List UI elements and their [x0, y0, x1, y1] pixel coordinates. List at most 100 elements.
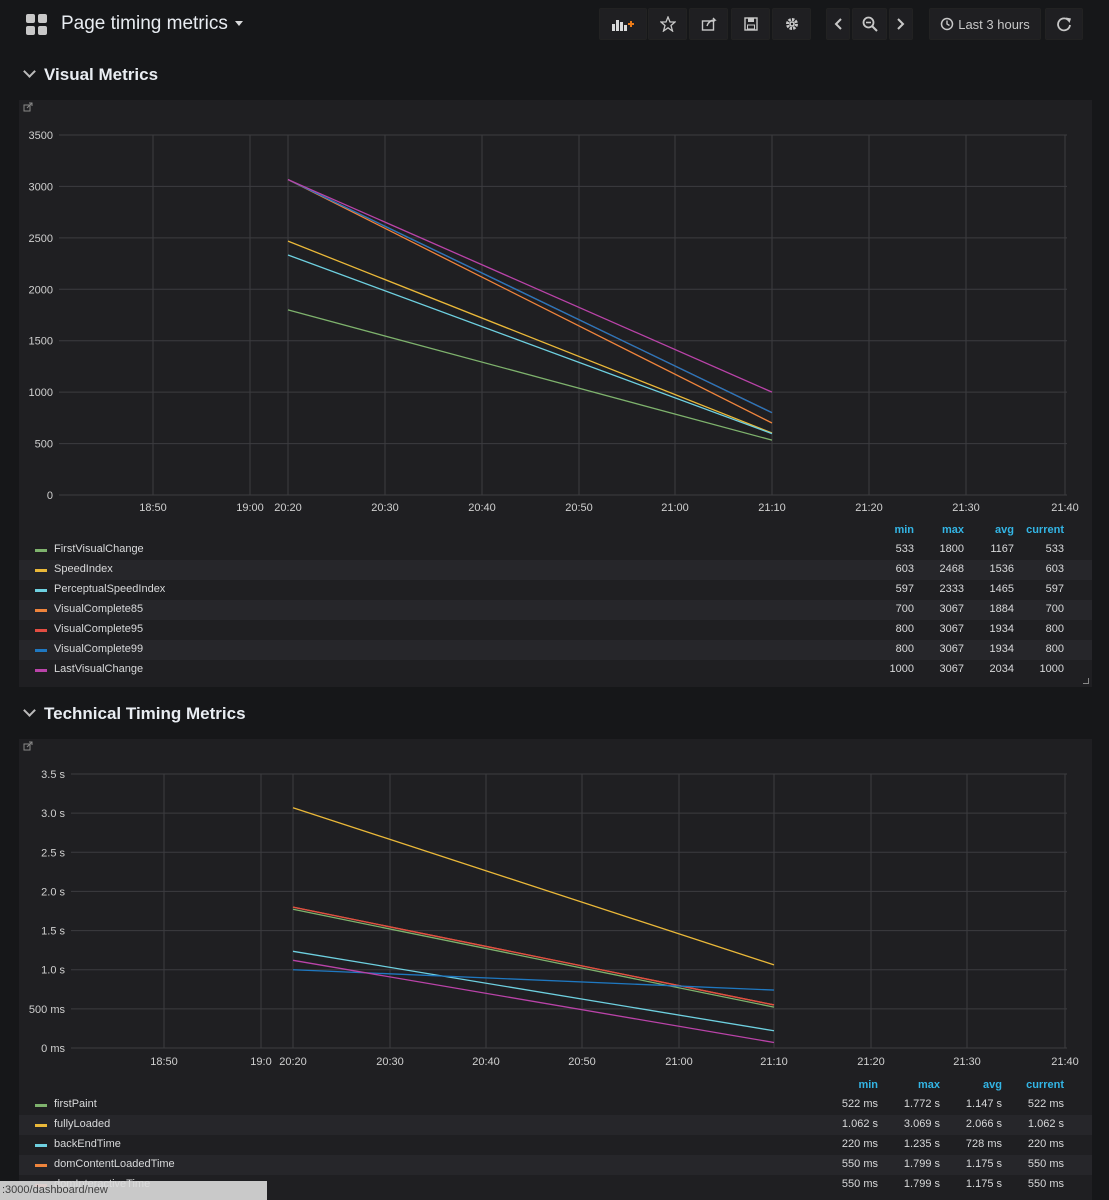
series-line-domInteractiveTime	[292, 906, 775, 1006]
legend-row[interactable]: PerceptualSpeedIndex 597 2333 1465 597	[19, 580, 1092, 600]
clock-icon	[940, 17, 954, 31]
legend-series-name[interactable]: domContentLoadedTime	[54, 1158, 175, 1170]
caret-down-icon	[234, 21, 243, 27]
legend-value-min: 603	[895, 563, 914, 575]
add-panel-button[interactable]	[599, 8, 647, 40]
legend-color-swatch[interactable]	[35, 549, 47, 552]
legend-value-avg: 1.175 s	[965, 1158, 1002, 1170]
legend-row[interactable]: FirstVisualChange 533 1800 1167 533	[19, 540, 1092, 560]
legend-color-swatch[interactable]	[35, 1144, 47, 1147]
dashboard-grid-icon[interactable]	[26, 14, 48, 36]
y-tick-label: 500 ms	[29, 1004, 66, 1016]
technical-timing-panel: 0 ms 500 ms 1.0 s 1.5 s 2.0 s 2.5 s 3.0 s 3.5 s…	[19, 739, 1092, 1200]
legend-color-swatch[interactable]	[35, 1164, 47, 1167]
legend-series-name[interactable]: backEndTime	[54, 1138, 121, 1150]
legend-series-name[interactable]: FirstVisualChange	[54, 543, 144, 555]
y-tick-label: 2500	[29, 233, 53, 245]
settings-button[interactable]	[772, 8, 811, 40]
legend-row[interactable]: SpeedIndex 603 2468 1536 603	[19, 560, 1092, 580]
legend-value-avg: 1.147 s	[965, 1098, 1002, 1110]
x-tick-label: 18:50	[139, 502, 167, 514]
legend-value-min: 700	[895, 603, 914, 615]
row-title-technical-timing-metrics[interactable]: Technical Timing Metrics	[23, 704, 246, 724]
legend-header-max[interactable]: max	[917, 1079, 940, 1091]
time-back-button[interactable]	[826, 8, 850, 40]
visual-metrics-chart[interactable]: 0 500 1000 1500 2000 2500 3000 3500 18:50 19:00 20…	[19, 100, 1092, 520]
legend-header-min[interactable]: min	[894, 524, 914, 536]
refresh-button[interactable]	[1045, 8, 1083, 40]
legend-color-swatch[interactable]	[35, 629, 47, 632]
legend-color-swatch[interactable]	[35, 649, 47, 652]
y-tick-label: 3.0 s	[41, 808, 65, 820]
x-tick-label: 20:30	[371, 502, 399, 514]
series-line-VisualComplete85	[287, 178, 773, 424]
legend-color-swatch[interactable]	[35, 569, 47, 572]
external-link-icon[interactable]	[23, 741, 33, 751]
row-title-visual-metrics[interactable]: Visual Metrics	[23, 65, 158, 85]
legend-row[interactable]: fullyLoaded 1.062 s 3.069 s 2.066 s 1.062 s	[19, 1115, 1092, 1135]
external-link-icon[interactable]	[23, 102, 33, 112]
legend-value-current: 1000	[1039, 663, 1064, 675]
legend-value-max: 3067	[939, 643, 964, 655]
dashboard-title[interactable]: Page timing metrics	[61, 13, 243, 35]
star-button[interactable]	[648, 8, 687, 40]
legend-header-max[interactable]: max	[941, 524, 964, 536]
legend-row[interactable]: backEndTime 220 ms 1.235 s 728 ms 220 ms	[19, 1135, 1092, 1155]
legend-color-swatch[interactable]	[35, 609, 47, 612]
legend-row[interactable]: firstPaint 522 ms 1.772 s 1.147 s 522 ms	[19, 1095, 1092, 1115]
legend-series-name[interactable]: fullyLoaded	[54, 1118, 111, 1130]
legend-value-min: 597	[895, 583, 914, 595]
legend-value-current: 522 ms	[1027, 1098, 1064, 1110]
legend-row[interactable]: domContentLoadedTime 550 ms 1.799 s 1.175 s…	[19, 1155, 1092, 1175]
legend-header-current[interactable]: current	[1026, 524, 1064, 536]
legend-series-name[interactable]: LastVisualChange	[54, 663, 144, 675]
technical-timing-chart[interactable]: 0 ms 500 ms 1.0 s 1.5 s 2.0 s 2.5 s 3.0 s 3.5 s…	[19, 739, 1092, 1079]
legend-value-current: 1.062 s	[1027, 1118, 1064, 1130]
time-range-label: Last 3 hours	[958, 16, 1030, 32]
settings-icon	[785, 18, 798, 30]
save-button[interactable]	[731, 8, 770, 40]
series-line-PerceptualSpeedIndex	[287, 254, 773, 435]
legend-header-min[interactable]: min	[858, 1079, 878, 1091]
resize-handle[interactable]	[1083, 678, 1089, 684]
series-line-series-5	[292, 969, 775, 991]
legend-value-max: 3067	[939, 663, 964, 675]
series-line-series-6	[292, 959, 775, 1044]
y-tick-label: 0	[47, 490, 53, 502]
x-tick-label: 20:50	[565, 502, 593, 514]
x-tick-label: 20:20	[274, 502, 302, 514]
legend-value-current: 603	[1045, 563, 1064, 575]
x-tick-label: 18:50	[150, 1056, 178, 1068]
y-tick-label: 1.5 s	[41, 926, 65, 938]
legend-value-min: 800	[895, 623, 914, 635]
x-tick-label: 20:40	[468, 502, 496, 514]
legend-header-avg[interactable]: avg	[983, 1079, 1002, 1091]
y-tick-label: 2000	[29, 284, 53, 296]
legend-series-name[interactable]: VisualComplete99	[54, 643, 144, 655]
legend-header-avg[interactable]: avg	[995, 524, 1014, 536]
legend-series-name[interactable]: SpeedIndex	[54, 563, 113, 575]
legend-series-name[interactable]: VisualComplete95	[54, 623, 144, 635]
legend-row[interactable]: VisualComplete95 800 3067 1934 800	[19, 620, 1092, 640]
legend-series-name[interactable]: VisualComplete85	[54, 603, 144, 615]
legend-row[interactable]: LastVisualChange 1000 3067 2034 1000	[19, 660, 1092, 680]
series-line-SpeedIndex	[287, 240, 773, 434]
legend-color-swatch[interactable]	[35, 589, 47, 592]
legend-series-name[interactable]: PerceptualSpeedIndex	[54, 583, 166, 595]
legend-series-name[interactable]: firstPaint	[54, 1098, 97, 1110]
legend-header-current[interactable]: current	[1026, 1079, 1064, 1091]
time-forward-button[interactable]	[889, 8, 913, 40]
legend-row[interactable]: VisualComplete99 800 3067 1934 800	[19, 640, 1092, 660]
legend-color-swatch[interactable]	[35, 1104, 47, 1107]
x-tick-label: 21:00	[665, 1056, 693, 1068]
legend-row[interactable]: VisualComplete85 700 3067 1884 700	[19, 600, 1092, 620]
time-range-picker[interactable]: Last 3 hours	[929, 8, 1041, 40]
visual-metrics-panel: 0 500 1000 1500 2000 2500 3000 3500 18:50 19:00 20…	[19, 100, 1092, 687]
legend-color-swatch[interactable]	[35, 669, 47, 672]
y-tick-label: 2.5 s	[41, 847, 65, 859]
x-tick-label: 20:40	[472, 1056, 500, 1068]
zoom-out-button[interactable]	[852, 8, 887, 40]
share-button[interactable]	[689, 8, 728, 40]
legend-value-avg: 1934	[989, 643, 1014, 655]
legend-color-swatch[interactable]	[35, 1124, 47, 1127]
